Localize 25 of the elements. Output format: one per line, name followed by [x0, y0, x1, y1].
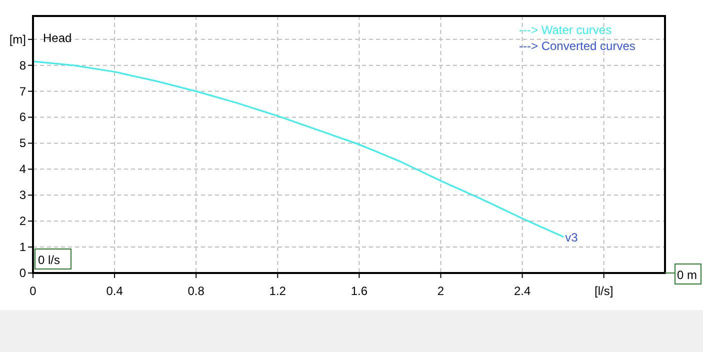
y-tick-label: 6	[19, 110, 26, 124]
y-tick-label: 1	[19, 240, 26, 254]
annotation: Head	[43, 31, 72, 45]
x-tick-label: 0.8	[188, 284, 205, 298]
y-tick-label: [m]	[9, 32, 26, 46]
y-tick-label: 2	[19, 214, 26, 228]
x-tick-label: 2.4	[514, 284, 531, 298]
x-tick-label: [l/s]	[594, 284, 614, 298]
x-tick-label: 2	[437, 284, 444, 298]
annotation: 0 l/s	[38, 253, 60, 267]
y-tick-label: 3	[19, 188, 26, 202]
y-tick-label: 8	[19, 58, 26, 72]
x-tick-label: 0.4	[106, 284, 124, 298]
annotation: v3	[565, 230, 578, 245]
annotation: ---> Converted curves	[519, 39, 636, 53]
line-series	[32, 60, 564, 238]
text: 0 m	[677, 268, 698, 282]
y-tick-label: 5	[19, 136, 26, 150]
text: ---> Water curves	[519, 23, 612, 37]
x-tick-label: 1.6	[350, 284, 368, 298]
x-tick-label: 0	[30, 284, 37, 298]
y-tick-label: 4	[19, 162, 26, 176]
y-tick-label: 7	[19, 84, 26, 98]
x-tick-label: 1.2	[269, 284, 286, 298]
y-tick-label: 0	[19, 266, 26, 280]
